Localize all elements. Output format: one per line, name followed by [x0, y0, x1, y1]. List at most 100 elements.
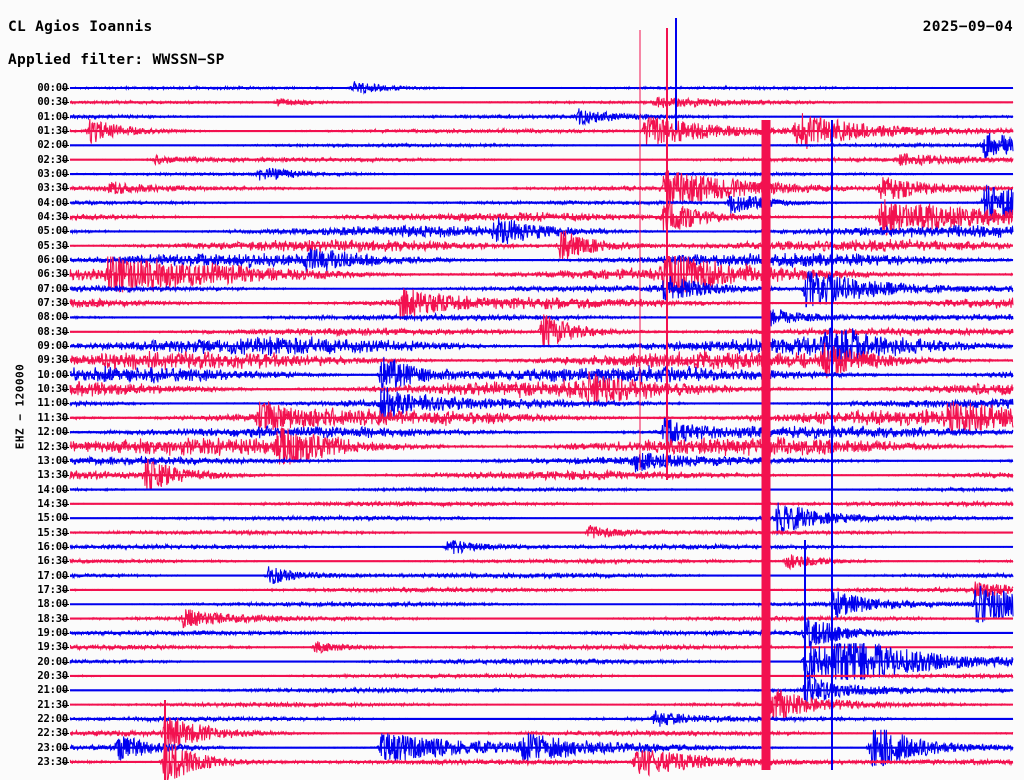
trace-line: [69, 230, 1014, 262]
time-axis-label: 05:00: [37, 225, 68, 238]
time-axis-label: 09:00: [37, 340, 68, 353]
time-axis-label: 18:00: [37, 598, 68, 611]
trace-line: [69, 618, 1014, 648]
trace-line: [69, 743, 1014, 780]
trace-line: [69, 255, 1014, 293]
time-axis-label: 04:30: [37, 211, 68, 224]
axis-tick: [62, 532, 69, 534]
axis-tick: [62, 145, 69, 147]
axis-tick: [62, 704, 69, 706]
axis-tick: [62, 561, 69, 563]
time-axis-label: 15:00: [37, 512, 68, 525]
time-axis-label: 02:00: [37, 139, 68, 152]
trace-line: [69, 270, 1014, 308]
trace-line: [69, 401, 1014, 435]
trace-line: [69, 217, 1014, 245]
time-axis-label: 00:00: [37, 82, 68, 94]
time-axis-label: 04:00: [37, 196, 68, 209]
axis-tick: [62, 690, 69, 692]
time-axis-label: 07:00: [37, 282, 68, 295]
trace-line: [69, 485, 1014, 494]
axis-tick: [62, 131, 69, 133]
axis-tick: [62, 589, 69, 591]
axis-tick: [62, 288, 69, 290]
time-axis-label: 17:00: [37, 569, 68, 582]
time-axis-label: 14:30: [37, 497, 68, 510]
trace-line: [69, 184, 1014, 221]
axis-tick: [62, 88, 69, 89]
trace-line: [69, 674, 1014, 708]
page-title: CL Agios Ioannis: [8, 19, 153, 35]
axis-tick: [62, 747, 69, 749]
trace-line: [69, 327, 1014, 365]
time-axis-label: 08:30: [37, 325, 68, 338]
trace-line: [69, 199, 1014, 236]
date-label: 2025−09−04: [922, 19, 1013, 35]
vertical-clip-line: [639, 30, 641, 470]
trace-line: [69, 248, 1014, 273]
trace-line: [69, 314, 1014, 347]
time-axis-label: 22:30: [37, 727, 68, 740]
vertical-clip-line: [666, 28, 668, 480]
time-axis-label: 22:00: [37, 712, 68, 725]
axis-tick: [62, 417, 69, 419]
trace-line: [69, 96, 1014, 109]
time-axis-label: 08:00: [37, 311, 68, 324]
vertical-clip-line: [675, 18, 677, 130]
time-axis-label: 10:00: [37, 368, 68, 381]
trace-line: [69, 288, 1014, 321]
trace-line: [69, 170, 1014, 205]
time-axis-label: 21:30: [37, 698, 68, 711]
trace-line: [69, 132, 1014, 161]
time-axis-label: 09:30: [37, 354, 68, 367]
time-axis-label: 23:00: [37, 741, 68, 754]
time-axis-label: 01:00: [37, 110, 68, 123]
time-axis-label: 16:30: [37, 555, 68, 568]
axis-tick: [62, 102, 69, 104]
time-axis-label: 03:30: [37, 182, 68, 195]
trace-line: [69, 371, 1014, 406]
trace-line: [69, 356, 1014, 393]
trace-line: [69, 539, 1014, 555]
trace-line: [69, 81, 1014, 95]
axis-tick: [62, 661, 69, 663]
axis-tick: [62, 575, 69, 577]
time-axis-label: 14:00: [37, 483, 68, 496]
time-axis-label: 17:30: [37, 583, 68, 596]
time-axis-label: 21:00: [37, 684, 68, 697]
trace-line: [69, 342, 1014, 379]
time-axis-label: 03:00: [37, 168, 68, 181]
time-axis-label: 07:30: [37, 297, 68, 310]
vertical-clip-line: [761, 120, 771, 770]
axis-tick: [62, 675, 69, 677]
time-axis-label: 19:30: [37, 641, 68, 654]
trace-line: [69, 609, 1014, 629]
axis-tick: [62, 116, 69, 118]
axis-tick: [62, 374, 69, 376]
axis-tick: [62, 245, 69, 247]
trace-line: [69, 566, 1014, 584]
time-axis-label: 02:30: [37, 153, 68, 166]
trace-line: [69, 643, 1014, 681]
trace-line: [69, 309, 1014, 327]
axis-tick: [62, 202, 69, 204]
axis-tick: [62, 346, 69, 348]
axis-tick: [62, 260, 69, 262]
axis-tick: [62, 217, 69, 219]
trace-line: [69, 524, 1014, 539]
time-axis-label: 20:00: [37, 655, 68, 668]
time-axis-label: 05:30: [37, 239, 68, 252]
axis-tick: [62, 389, 69, 391]
trace-line: [69, 113, 1014, 149]
time-axis-label: 23:30: [37, 755, 68, 768]
time-axis-label: 10:30: [37, 383, 68, 396]
trace-line: [69, 152, 1014, 167]
axis-tick: [62, 446, 69, 448]
time-axis-label: 15:30: [37, 526, 68, 539]
time-axis-label: 00:30: [37, 96, 68, 109]
axis-tick: [62, 503, 69, 505]
axis-tick: [62, 274, 69, 276]
trace-line: [69, 167, 1014, 181]
